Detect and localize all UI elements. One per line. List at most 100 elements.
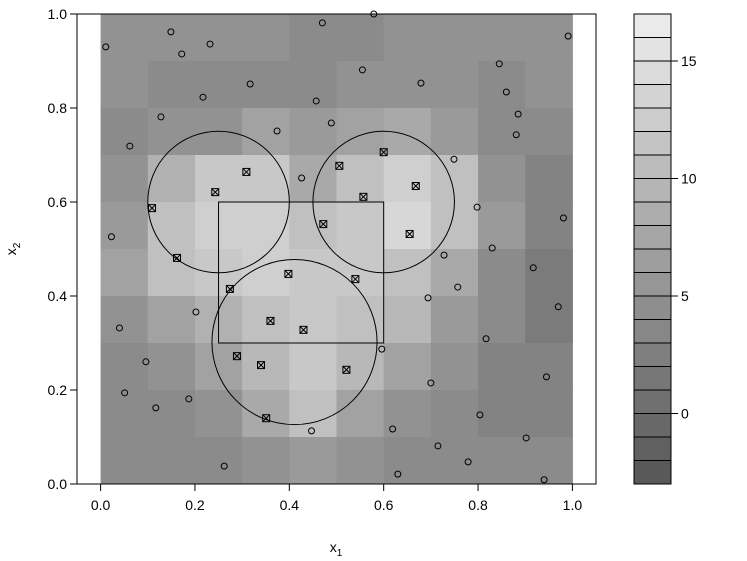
field-cell — [242, 390, 290, 438]
design-point-cross — [173, 254, 181, 262]
colorbar-band — [633, 248, 672, 273]
design-point — [257, 361, 266, 370]
design-point — [232, 352, 241, 361]
sample-point — [312, 97, 320, 105]
sample-point — [440, 251, 448, 259]
design-point-box — [342, 365, 351, 374]
x-label-text: x — [330, 539, 337, 555]
sample-point — [115, 324, 123, 332]
design-point — [335, 161, 344, 170]
field-cell — [336, 390, 385, 438]
field-cell — [336, 437, 385, 485]
plot-frame — [76, 13, 597, 485]
design-point-box — [351, 275, 360, 284]
colorbar-band — [633, 60, 672, 85]
y-tick-label: 0.4 — [48, 288, 68, 304]
sample-point — [192, 308, 200, 316]
design-point — [266, 316, 275, 325]
sample-point — [102, 43, 110, 51]
design-point-cross — [233, 352, 241, 361]
sample-point — [318, 19, 326, 27]
region-circle — [312, 130, 455, 274]
field-cell — [147, 343, 196, 391]
design-point-box — [411, 182, 420, 191]
y-tick-label: 0.6 — [48, 194, 68, 210]
field-cell — [194, 61, 243, 109]
design-point — [342, 365, 351, 374]
colorbar-tick-label: 10 — [681, 171, 697, 187]
field-cell — [289, 296, 337, 344]
colorbar-band — [633, 295, 672, 320]
design-point-cross — [411, 182, 420, 190]
field-cell — [430, 155, 479, 203]
design-point — [411, 182, 420, 191]
y-label-text: x — [3, 248, 19, 255]
colorbar-band — [633, 131, 672, 156]
field-cell — [242, 296, 290, 344]
field-cell — [147, 296, 196, 344]
design-point-box — [319, 220, 328, 229]
sample-point — [157, 113, 165, 121]
sample-point — [199, 93, 207, 101]
field-cell — [100, 61, 149, 109]
field-cell — [100, 202, 149, 250]
design-point-cross — [299, 325, 308, 334]
field-cell — [336, 61, 385, 109]
field-cell — [525, 155, 573, 203]
design-point-cross — [405, 230, 414, 238]
y-axis-label: x2 — [3, 242, 23, 255]
design-point-box — [262, 414, 271, 423]
sample-point — [424, 294, 432, 302]
design-point-box — [379, 148, 388, 157]
field-cell — [383, 296, 432, 344]
x-axis-label: x1 — [330, 539, 343, 559]
design-point-box — [148, 204, 157, 213]
colorbar-band — [633, 13, 672, 38]
field-cell — [289, 108, 337, 156]
field-cell — [147, 437, 196, 485]
field-cell — [100, 108, 149, 156]
field-cell — [147, 390, 196, 438]
field-cell — [100, 343, 149, 391]
sample-point — [107, 233, 115, 241]
sample-point — [298, 174, 306, 182]
design-point-cross — [284, 270, 293, 278]
sample-point — [473, 203, 481, 211]
field-cell — [147, 14, 196, 62]
field-cell — [242, 343, 290, 391]
field-cell — [430, 61, 479, 109]
field-cell — [430, 249, 479, 297]
design-point-cross — [211, 188, 220, 196]
x-tick-label: 0.4 — [280, 497, 300, 513]
sample-point — [476, 411, 484, 419]
colorbar-band — [633, 366, 672, 391]
design-point — [262, 414, 271, 423]
field-cell — [147, 108, 196, 156]
design-point-box — [173, 253, 182, 262]
x-tick-label: 0.2 — [185, 497, 205, 513]
field-cell — [100, 249, 149, 297]
field-cell — [194, 108, 243, 156]
design-point — [351, 275, 360, 284]
design-point-cross — [242, 168, 251, 176]
sample-point — [434, 442, 442, 450]
field-cell — [147, 155, 196, 203]
field-cell — [242, 155, 290, 203]
colorbar-tick-label: 0 — [681, 406, 689, 422]
field-cell — [430, 296, 479, 344]
field-cell — [289, 390, 337, 438]
design-point — [379, 148, 388, 157]
field-cell — [478, 437, 526, 485]
design-point-cross — [379, 148, 388, 157]
design-point-box — [284, 269, 293, 278]
colorbar-band — [633, 37, 672, 62]
field-cell — [100, 390, 149, 438]
field-cell — [383, 390, 432, 438]
field-cell — [194, 437, 243, 485]
sample-point — [152, 404, 160, 412]
design-point-cross — [351, 275, 360, 283]
colorbar-band — [633, 201, 672, 226]
sample-point — [559, 214, 567, 222]
design-point-cross — [266, 317, 275, 325]
field-cell — [100, 14, 149, 62]
